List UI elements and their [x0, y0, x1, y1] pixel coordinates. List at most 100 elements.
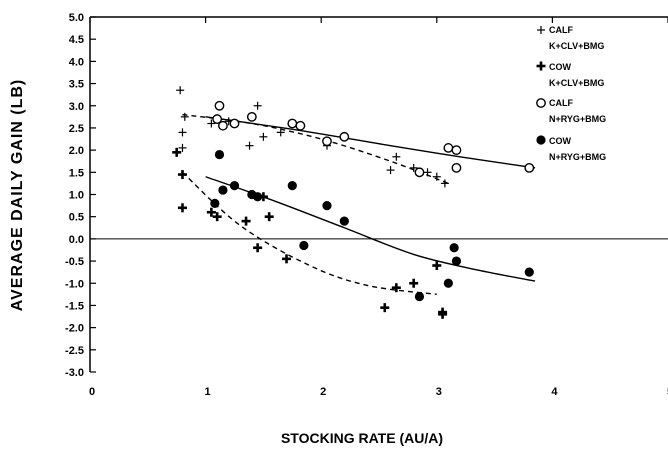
y-tick-label: 5.0 [69, 12, 84, 24]
data-point [380, 303, 390, 313]
data-point [229, 118, 240, 129]
fit-curve [205, 116, 536, 169]
data-point [282, 254, 292, 264]
data-point [299, 240, 309, 251]
data-point [295, 120, 306, 131]
data-point [409, 278, 419, 288]
x-tick-label: 3 [436, 386, 442, 398]
data-point [178, 128, 187, 137]
legend-label: CALF [549, 98, 573, 108]
legend-label: COW [549, 136, 572, 146]
data-point [214, 149, 225, 160]
data-point [212, 114, 223, 124]
data-point [287, 181, 297, 191]
data-point [386, 166, 395, 175]
data-point [451, 145, 462, 156]
data-point [524, 267, 534, 277]
data-point [264, 212, 274, 222]
data-point [241, 216, 251, 226]
y-tick-label: -3.0 [65, 367, 84, 379]
legend-label: N+RYG+BMG [549, 114, 606, 124]
data-point [218, 120, 228, 131]
legend-label: N+RYG+BMG [549, 152, 606, 162]
data-point [438, 309, 448, 319]
legend-marker [537, 26, 545, 34]
data-point [443, 143, 454, 153]
data-point [206, 207, 216, 217]
data-point [432, 172, 441, 181]
y-tick-label: -1.0 [65, 278, 84, 290]
x-axis-title: STOCKING RATE (AU/A) [281, 430, 443, 446]
y-tick-label: -2.0 [65, 323, 84, 335]
data-point [449, 243, 459, 253]
data-point [414, 291, 425, 302]
data-point [322, 136, 332, 147]
x-tick-label: 4 [551, 386, 558, 398]
data-point [177, 170, 187, 180]
legend-marker [536, 98, 546, 108]
data-point [212, 212, 222, 222]
data-point [339, 131, 350, 142]
data-point [180, 112, 189, 121]
data-point [253, 192, 263, 202]
y-tick-label: 3.0 [69, 101, 84, 113]
data-point [172, 147, 182, 157]
data-point [259, 132, 268, 141]
x-axis: 0 1 2 3 4 5 [89, 17, 668, 398]
data-point [229, 181, 240, 191]
fit-curve [182, 171, 437, 296]
legend-label: CALF [549, 25, 573, 35]
data-point [414, 167, 425, 178]
data-point [245, 141, 254, 150]
data-point [253, 101, 262, 110]
data-point [276, 128, 285, 137]
data-point [177, 203, 187, 213]
data-point [451, 256, 462, 266]
data-point [176, 86, 185, 95]
x-tick-label: 2 [320, 386, 326, 398]
y-tick-label: 2.0 [69, 145, 84, 157]
data-point [423, 168, 432, 177]
legend-marker [536, 135, 546, 145]
legend-marker [536, 61, 546, 71]
data-point [451, 162, 462, 173]
y-tick-label: 2.5 [69, 123, 84, 135]
data-point [287, 118, 298, 129]
y-tick-label: 4.0 [69, 56, 84, 68]
y-tick-label: 1.5 [69, 167, 84, 179]
data-point [207, 119, 216, 128]
data-point [440, 179, 449, 188]
legend-label: COW [549, 62, 572, 72]
fit-lines [182, 113, 536, 296]
data-point [246, 111, 257, 122]
x-tick-label: 1 [205, 386, 211, 398]
y-tick-label: 1.0 [69, 190, 84, 202]
legend: CALF K+CLV+BMG COW K+CLV+BMG CALF N+RYG+BMG CO… [536, 25, 606, 162]
data-point [178, 143, 187, 152]
y-tick-label: 3.5 [69, 79, 84, 91]
y-tick-label: -0.5 [65, 256, 84, 268]
y-tick-label: 4.5 [69, 34, 84, 46]
data-point [322, 200, 332, 211]
data-point [391, 283, 401, 293]
data-point [524, 162, 535, 173]
y-tick-label: -1.5 [65, 300, 84, 312]
data-point [253, 243, 263, 253]
data-point [218, 185, 228, 195]
plot-frame [89, 16, 668, 372]
data-point [409, 163, 418, 172]
data-point [392, 152, 401, 161]
fit-curve [205, 176, 536, 282]
x-tick-label: 0 [89, 386, 95, 398]
y-tick-label: 0.0 [69, 234, 84, 246]
data-point [214, 100, 225, 111]
data-point [443, 278, 453, 288]
data-points [172, 86, 535, 319]
y-axis: 5.0 4.5 4.0 3.5 3.0 2.5 2.0 1.5 1.0 0.5 0.0 -0.5 -1.… [65, 12, 96, 379]
x-tick-label: 5 [667, 386, 668, 398]
legend-label: K+CLV+BMG [549, 78, 604, 88]
y-axis-title: AVERAGE DAILY GAIN (LB) [9, 79, 26, 312]
data-point [210, 198, 220, 208]
